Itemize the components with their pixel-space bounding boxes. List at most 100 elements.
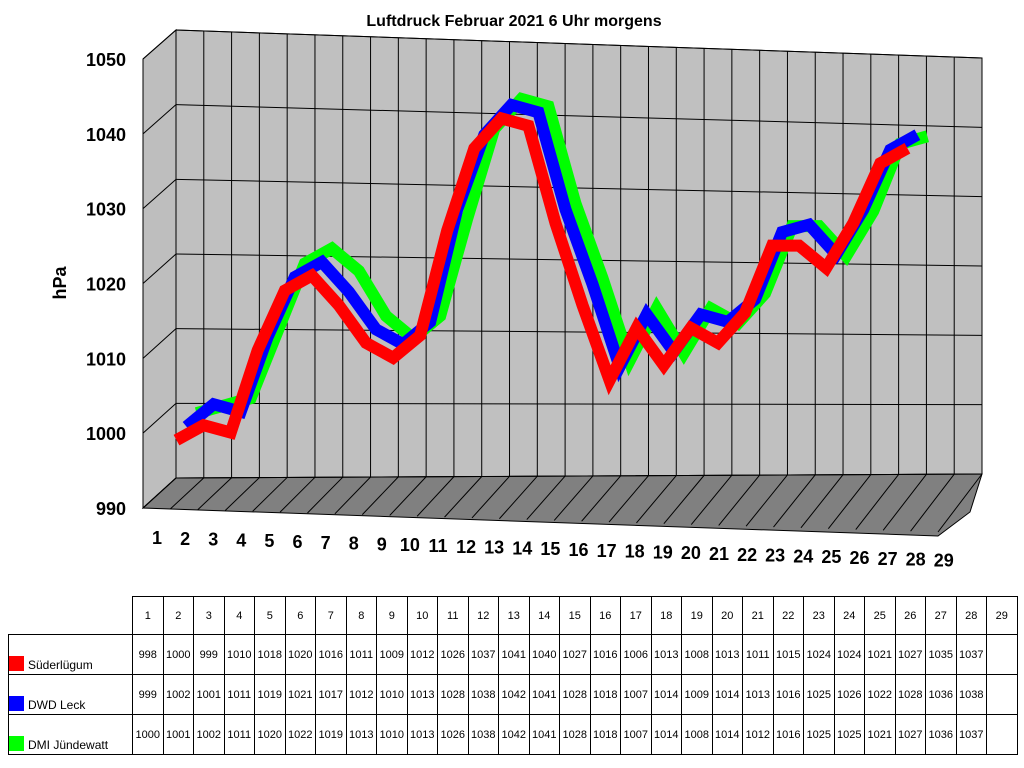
table-header-cell: 23	[803, 596, 835, 635]
table-header-cell: 15	[559, 596, 591, 635]
table-header-cell: 28	[955, 596, 987, 635]
table-cell: 1008	[681, 714, 713, 755]
table-cell: 1037	[955, 714, 987, 755]
table-cell: 1041	[498, 634, 530, 675]
y-tick-label: 1010	[86, 349, 126, 369]
grid-line-side	[142, 253, 177, 284]
y-tick-label: 1000	[86, 424, 126, 444]
table-row: DWD Leck 999 1002 1001 1011 1019 1021 1017 1012 1…	[8, 674, 1018, 715]
table-header-cell: 22	[772, 596, 804, 635]
grid-line-back	[175, 473, 983, 479]
table-header-cell: 4	[223, 596, 255, 635]
table-header-cell: 13	[498, 596, 530, 635]
x-tick-label: 13	[484, 538, 504, 558]
table-cell	[986, 674, 1018, 715]
x-tick-label: 15	[540, 539, 560, 559]
legend-label: Süderlügum	[28, 658, 93, 672]
table-cell: 1037	[955, 634, 987, 675]
table-cell: 1013	[711, 634, 743, 675]
table-cell: 1007	[620, 674, 652, 715]
floor-line	[608, 475, 649, 523]
table-header-cell: 2	[162, 596, 194, 635]
floor-line	[827, 474, 872, 529]
table-cell: 1011	[223, 674, 255, 715]
y-tick-label: 1020	[86, 275, 126, 295]
floor-line	[581, 475, 622, 522]
grid-line-back	[175, 29, 983, 59]
floor-line	[855, 474, 900, 530]
table-cell: 1011	[223, 714, 255, 755]
y-tick-label: 1040	[86, 125, 126, 145]
table-cell: 1010	[376, 714, 408, 755]
table-row: DMI Jündewatt 1000 1001 1002 1011 1020 1022 101…	[8, 714, 1018, 755]
table-header-cell: 8	[345, 596, 377, 635]
y-tick-label: 1050	[86, 50, 126, 70]
table-cell: 1020	[284, 634, 316, 675]
table-cell: 1041	[528, 674, 560, 715]
table-cell: 1038	[467, 714, 499, 755]
grid-line-side	[142, 328, 177, 359]
table-header-cell: 16	[589, 596, 621, 635]
floor	[141, 473, 983, 537]
table-cell: 1035	[925, 634, 957, 675]
table-header-cell: 1	[132, 596, 164, 635]
table-cell: 1024	[833, 634, 865, 675]
x-tick-label: 3	[208, 530, 218, 550]
table-header-cell: 14	[528, 596, 560, 635]
table-cell: 1000	[162, 634, 194, 675]
floor-line	[690, 474, 733, 525]
legend-label: DMI Jündewatt	[28, 738, 109, 752]
plot-series	[173, 92, 930, 446]
y-tick-labels: 990 1000 1010 1020 1030 1040 1050	[86, 50, 126, 519]
floor-line	[389, 476, 427, 516]
table-cell: 1026	[437, 714, 469, 755]
table-cell: 1014	[711, 674, 743, 715]
table-cell: 1011	[742, 634, 774, 675]
table-series-label: DWD Leck	[8, 674, 133, 715]
table-cell: 1013	[345, 714, 377, 755]
table-cell: 1016	[315, 634, 347, 675]
floor-line	[636, 475, 677, 524]
floor-line	[937, 473, 983, 533]
table-cell: 1041	[528, 714, 560, 755]
x-tick-label: 27	[878, 549, 898, 569]
floor-line	[663, 475, 705, 525]
table-header-cell: 10	[406, 596, 438, 635]
table-cell: 998	[132, 634, 164, 675]
table-cell: 1036	[925, 674, 957, 715]
floor-line	[416, 476, 455, 517]
pressure-chart: Luftdruck Februar 2021 6 Uhr morgens hPa…	[50, 13, 983, 570]
table-cell: 1016	[772, 674, 804, 715]
table-cell: 1019	[315, 714, 347, 755]
floor-line	[553, 475, 594, 521]
x-tick-label: 5	[264, 531, 274, 551]
floor-line	[170, 477, 205, 510]
table-cell: 1021	[864, 714, 896, 755]
table-cell: 1018	[589, 714, 621, 755]
table-header-row: 1 2 3 4 5 6 7 8 9 10 11 12 13 14 15 16 17 18 19 20 21 22 23 24 2…	[9, 596, 1018, 635]
table-cell: 1015	[772, 634, 804, 675]
table-cell: 1021	[284, 674, 316, 715]
floor-line	[526, 475, 566, 520]
x-tick-label: 8	[349, 534, 359, 554]
table-cell: 1014	[650, 674, 682, 715]
table-cell: 1028	[559, 674, 591, 715]
table-cell: 1017	[315, 674, 347, 715]
table-header-cell: 18	[650, 596, 682, 635]
floor-line	[279, 476, 316, 513]
x-tick-label: 25	[821, 547, 841, 567]
table-header-cell: 9	[376, 596, 408, 635]
series-line-2	[182, 98, 921, 432]
x-tick-label: 20	[681, 543, 701, 563]
table-series-label: Süderlügum	[8, 634, 133, 675]
x-tick-label: 22	[737, 545, 757, 565]
table-cell: 1011	[345, 634, 377, 675]
legend-swatch	[9, 736, 24, 751]
floor-line	[718, 474, 761, 526]
floor-line	[882, 473, 927, 531]
table-cell: 1042	[498, 714, 530, 755]
table-header-cell: 20	[711, 596, 743, 635]
table-cell: 1009	[681, 674, 713, 715]
table-cell: 1012	[742, 714, 774, 755]
floor-line	[142, 477, 177, 509]
